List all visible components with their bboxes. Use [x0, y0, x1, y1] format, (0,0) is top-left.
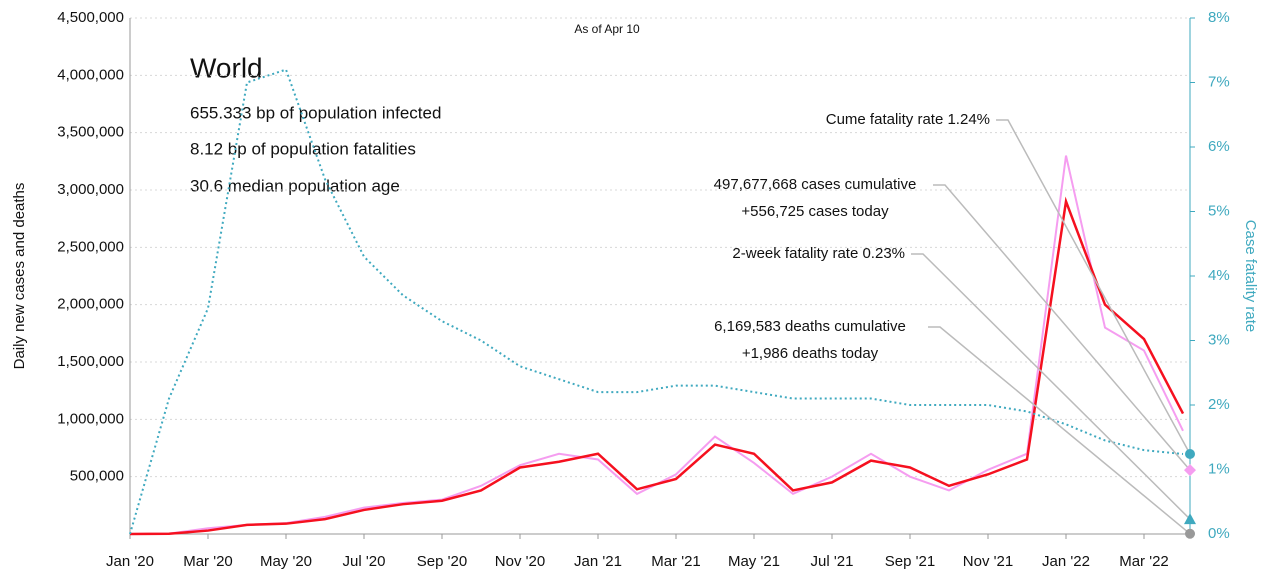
subtitle: As of Apr 10	[574, 22, 640, 36]
y-tick-label: 1,000,000	[57, 410, 124, 427]
y2-tick-label: 8%	[1208, 9, 1230, 26]
y-tick-label: 3,500,000	[57, 124, 124, 141]
y2-axis-label: Case fatality rate	[1242, 220, 1259, 333]
info-line: 655.333 bp of population infected	[190, 103, 441, 122]
info-line: 8.12 bp of population fatalities	[190, 139, 416, 158]
x-tick-label: Jan '20	[106, 553, 154, 570]
x-tick-label: Sep '21	[885, 553, 935, 570]
annotation: +556,725 cases today	[741, 203, 889, 220]
annotation: 2-week fatality rate 0.23%	[732, 245, 905, 262]
rate-line	[129, 68, 1184, 535]
y2-tick-label: 3%	[1208, 331, 1230, 348]
end-marker	[1184, 464, 1196, 477]
annotation: +1,986 deaths today	[742, 345, 879, 362]
x-tick-label: Jul '21	[811, 553, 854, 570]
y2-tick-label: 1%	[1208, 460, 1230, 477]
x-tick-label: Mar '20	[183, 553, 233, 570]
cases-line	[129, 155, 1184, 535]
end-marker	[1185, 528, 1195, 539]
x-tick-label: Sep '20	[417, 553, 467, 570]
y-tick-label: 2,000,000	[57, 296, 124, 313]
x-tick-label: May '20	[260, 553, 312, 570]
y2-tick-label: 0%	[1208, 525, 1230, 542]
x-tick-label: Jan '21	[574, 553, 622, 570]
y-tick-label: 500,000	[70, 468, 124, 485]
x-tick-label: Mar '22	[1119, 553, 1169, 570]
chart-title: World	[190, 52, 263, 83]
y-axis-label: Daily new cases and deaths	[11, 183, 28, 370]
y2-tick-label: 4%	[1208, 267, 1230, 284]
y2-tick-label: 5%	[1208, 202, 1230, 219]
leader-line	[996, 119, 1191, 455]
x-tick-label: Jul '20	[343, 553, 386, 570]
leader-line	[911, 253, 1191, 520]
info-line: 30.6 median population age	[190, 176, 400, 195]
y-tick-label: 1,500,000	[57, 353, 124, 370]
y2-tick-label: 7%	[1208, 73, 1230, 90]
leader-line	[933, 184, 1191, 471]
x-tick-label: Mar '21	[651, 553, 701, 570]
y-tick-label: 4,500,000	[57, 9, 124, 26]
annotation: Cume fatality rate 1.24%	[826, 111, 990, 128]
cases-line	[129, 196, 1185, 536]
x-tick-label: Nov '20	[495, 553, 545, 570]
y-tick-label: 2,500,000	[57, 238, 124, 255]
y-tick-label: 4,000,000	[57, 66, 124, 83]
y2-tick-label: 2%	[1208, 396, 1230, 413]
x-tick-label: Nov '21	[963, 553, 1013, 570]
x-tick-label: May '21	[728, 553, 780, 570]
leader-line	[928, 326, 1191, 535]
annotation: 497,677,668 cases cumulative	[714, 176, 917, 193]
annotation: 6,169,583 deaths cumulative	[714, 318, 906, 335]
y-tick-label: 3,000,000	[57, 181, 124, 198]
x-tick-label: Jan '22	[1042, 553, 1090, 570]
end-marker	[1185, 449, 1195, 460]
end-marker	[1184, 513, 1196, 525]
y2-tick-label: 6%	[1208, 138, 1230, 155]
